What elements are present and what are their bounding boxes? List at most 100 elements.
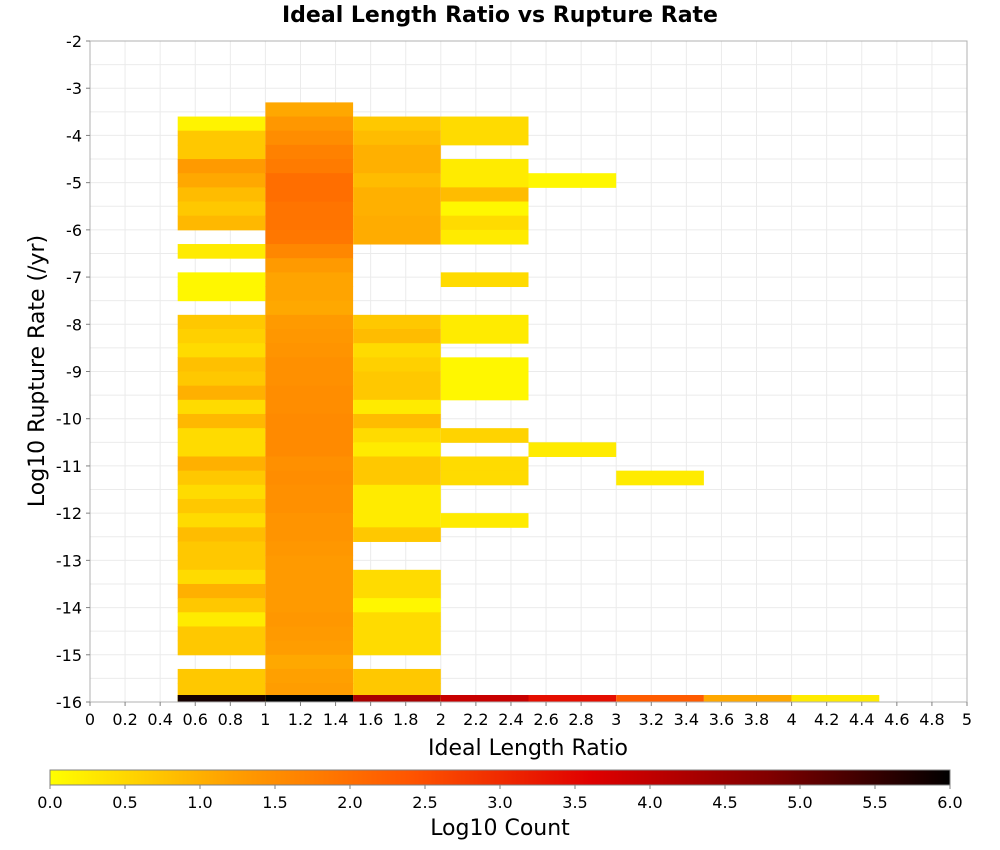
heatmap-cell — [353, 428, 441, 443]
x-tick-label: 4.6 — [884, 710, 909, 729]
y-tick-label: -14 — [56, 599, 82, 618]
heatmap-cell — [265, 498, 354, 514]
heatmap-cell — [177, 626, 266, 642]
heatmap-cell — [265, 555, 354, 571]
heatmap-cell — [177, 640, 266, 656]
x-tick-label: 2.2 — [463, 710, 488, 729]
heatmap-cell — [265, 484, 354, 500]
heatmap-cell — [440, 173, 529, 188]
heatmap-cell — [353, 683, 441, 698]
heatmap-cell — [265, 130, 354, 146]
heatmap-cell — [528, 173, 617, 188]
heatmap-cell — [353, 695, 441, 703]
heatmap-cell — [353, 357, 441, 372]
heatmap-cell — [353, 598, 441, 613]
heatmap-cell — [353, 187, 441, 203]
heatmap-cell — [265, 413, 354, 429]
heatmap-cell — [265, 513, 354, 528]
y-tick-label: -4 — [66, 126, 82, 145]
heatmap-cell — [353, 527, 441, 542]
heatmap-cell — [265, 159, 354, 174]
heatmap-cell — [440, 314, 529, 330]
x-tick-label: 4.2 — [814, 710, 839, 729]
heatmap-cell — [265, 583, 354, 599]
heatmap-cell — [177, 598, 266, 613]
heatmap-cell — [703, 695, 792, 703]
heatmap-cell — [265, 399, 354, 415]
colorbar-tick-label: 3.0 — [487, 793, 512, 812]
heatmap-cell — [353, 626, 441, 642]
heatmap-cell — [353, 569, 441, 585]
heatmap-cell — [353, 385, 441, 401]
x-tick-label: 4.4 — [849, 710, 874, 729]
y-tick-label: -11 — [56, 457, 82, 476]
colorbar-ticks: 0.0 0.5 1.0 1.5 2.0 2.5 3.0 3.5 4.0 4.5 5.0 5.5 6.0 — [37, 785, 963, 812]
heatmap-cell — [265, 640, 354, 656]
heatmap-cell — [440, 513, 529, 528]
x-tick-label: 3.2 — [639, 710, 664, 729]
heatmap-cell — [177, 144, 266, 160]
heatmap-cell — [353, 144, 441, 160]
heatmap-cell — [177, 173, 266, 188]
x-tick-label: 1.2 — [288, 710, 313, 729]
heatmap-cell — [353, 513, 441, 528]
colorbar-tick-label: 5.0 — [787, 793, 812, 812]
heatmap-cell — [528, 695, 617, 703]
heatmap-cell — [353, 399, 441, 415]
heatmap-cell — [440, 130, 529, 146]
x-tick-label: 1.6 — [358, 710, 383, 729]
heatmap-cell — [265, 442, 354, 457]
heatmap-cell — [440, 215, 529, 231]
heatmap-cell — [177, 428, 266, 443]
heatmap-cell — [177, 683, 266, 698]
heatmap-cell — [265, 102, 354, 118]
heatmap-cell — [177, 555, 266, 571]
colorbar-tick-label: 2.0 — [337, 793, 362, 812]
heatmap-cell — [265, 470, 354, 486]
heatmap-cell — [265, 626, 354, 642]
x-axis-ticks: 0 0.2 0.4 0.6 0.8 1 1.2 1.4 1.6 1.8 2 2.2 2.4 2.6 2.8 3… — [85, 702, 972, 729]
x-tick-label: 0.2 — [112, 710, 137, 729]
heatmap-cell — [265, 541, 354, 557]
y-tick-label: -16 — [56, 693, 82, 712]
colorbar-tick-label: 1.0 — [187, 793, 212, 812]
heatmap-cell — [177, 130, 266, 146]
heatmap-cell — [440, 695, 529, 703]
heatmap-cell — [353, 314, 441, 330]
heatmap-cell — [265, 598, 354, 613]
colorbar — [49, 769, 951, 786]
x-tick-label: 5 — [962, 710, 972, 729]
heatmap-cell — [353, 456, 441, 472]
heatmap-cell — [353, 470, 441, 486]
heatmap-cell — [177, 484, 266, 500]
heatmap-cell — [353, 612, 441, 627]
x-tick-label: 3.8 — [744, 710, 769, 729]
heatmap-cell — [528, 442, 617, 457]
y-tick-label: -2 — [66, 32, 82, 51]
x-tick-label: 0 — [85, 710, 95, 729]
heatmap-cell — [440, 116, 529, 132]
colorbar-label: Log10 Count — [430, 816, 570, 841]
heatmap-cell — [265, 371, 354, 387]
heatmap-cell — [265, 286, 354, 302]
x-tick-label: 4 — [787, 710, 797, 729]
heatmap-cell — [440, 385, 529, 401]
heatmap-cell — [177, 314, 266, 330]
heatmap-cell — [353, 371, 441, 387]
y-tick-label: -3 — [66, 79, 82, 98]
heatmap-cell — [353, 498, 441, 514]
heatmap-cell — [353, 215, 441, 231]
heatmap-cell — [177, 498, 266, 514]
heatmap-cell — [265, 215, 354, 231]
heatmap-cell — [440, 159, 529, 174]
heatmap-cell — [616, 695, 704, 703]
colorbar-tick-label: 1.5 — [262, 793, 287, 812]
heatmap-cell — [353, 484, 441, 500]
heatmap-cell — [440, 329, 529, 344]
colorbar-tick-label: 4.0 — [637, 793, 662, 812]
colorbar-tick-label: 4.5 — [712, 793, 737, 812]
heatmap-cell — [265, 116, 354, 132]
x-tick-label: 3 — [611, 710, 621, 729]
heatmap-cell — [440, 357, 529, 372]
